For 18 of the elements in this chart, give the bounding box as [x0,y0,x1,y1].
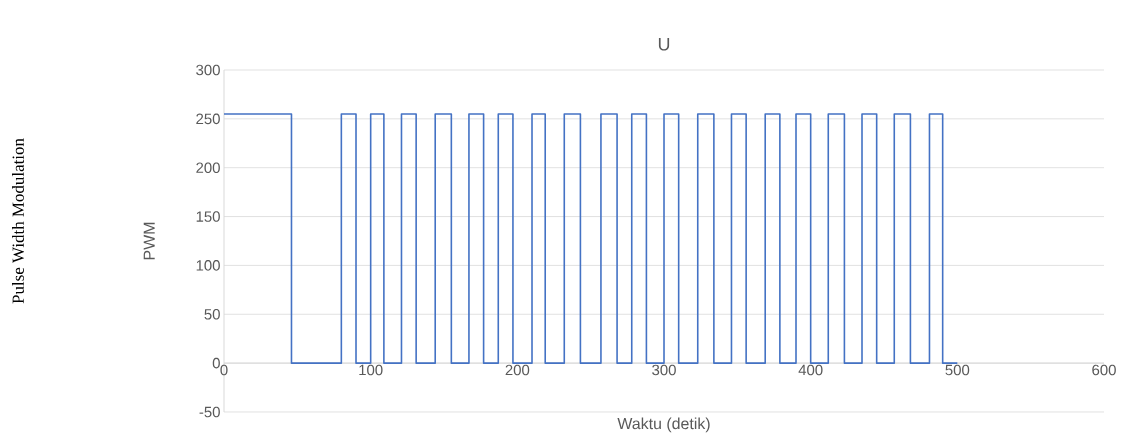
x-tick-label: 600 [1092,364,1116,376]
x-tick-label: 500 [945,364,970,376]
x-tick-label: 0 [220,364,228,376]
text: Pulse Width Modulation [12,138,25,304]
y-tick-label: 250 [196,113,220,125]
y-tick-label: -50 [199,406,220,418]
y-tick-label: 150 [196,211,220,222]
x-tick-label: 300 [652,364,676,376]
y-tick-label: 50 [204,308,220,320]
y-axis-title: PWM [143,222,155,260]
y-tick-label: 100 [196,260,220,271]
x-tick-label: 100 [359,364,383,376]
x-axis-title: Waktu (detik) [617,417,710,433]
y-tick-label: 300 [196,64,220,76]
chart-title: U [658,37,670,51]
y-tick-label: 200 [196,162,220,173]
x-tick-label: 400 [798,364,823,376]
x-tick-label: 200 [505,364,530,376]
